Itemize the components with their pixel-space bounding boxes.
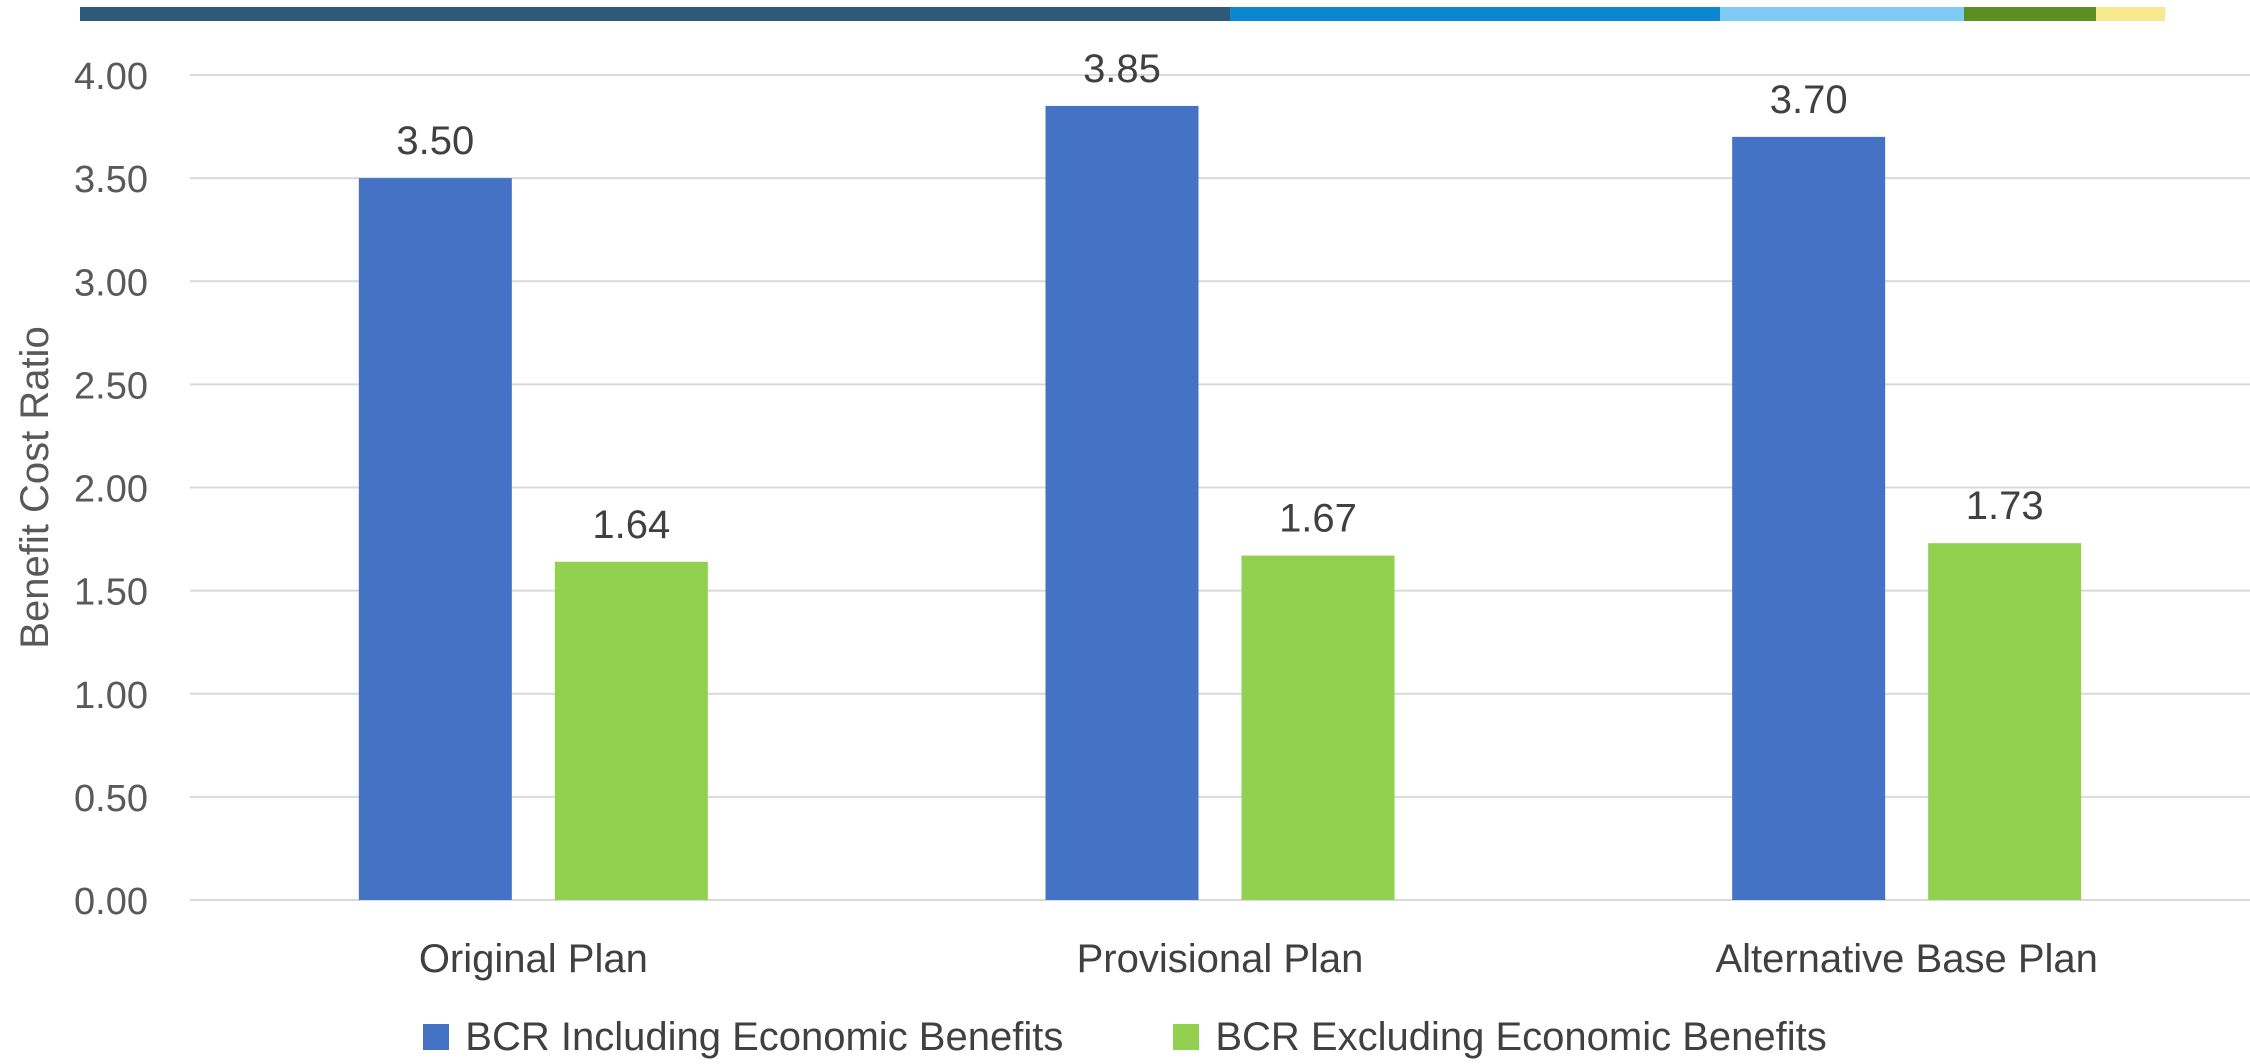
top-color-stripe [80, 7, 2165, 21]
category-label-0: Original Plan [419, 937, 648, 981]
legend: BCR Including Economic Benefits BCR Excl… [0, 1010, 2250, 1064]
data-label-excluding-0: 1.64 [592, 503, 670, 547]
bar-including-1 [1045, 105, 1199, 900]
data-label-excluding-2: 1.73 [1966, 484, 2044, 528]
stripe-segment-1 [1230, 7, 1720, 21]
legend-item-including: BCR Including Economic Benefits [423, 1015, 1063, 1060]
data-label-including-2: 3.70 [1770, 78, 1848, 122]
y-tick-label-5: 2.50 [74, 365, 148, 407]
stripe-segment-4 [2095, 7, 2165, 21]
y-tick-label-2: 1.00 [74, 675, 148, 717]
y-tick-label-1: 0.50 [74, 778, 148, 820]
bar-excluding-2 [1928, 543, 2082, 900]
y-tick-label-7: 3.50 [74, 159, 148, 201]
bar-including-0 [358, 178, 512, 900]
bar-excluding-0 [554, 561, 708, 900]
legend-swatch-including [423, 1024, 450, 1050]
y-tick-label-4: 2.00 [74, 469, 148, 511]
y-tick-label-6: 3.00 [74, 262, 148, 304]
y-tick-label-8: 4.00 [74, 56, 148, 98]
y-axis-title: Benefit Cost Ratio [13, 326, 57, 648]
legend-label-including: BCR Including Economic Benefits [465, 1014, 1064, 1059]
category-label-2: Alternative Base Plan [1715, 937, 2097, 981]
legend-swatch-excluding [1173, 1024, 1200, 1050]
y-tick-label-0: 0.00 [74, 881, 148, 923]
y-tick-label-3: 1.50 [74, 572, 148, 614]
stripe-segment-0 [80, 7, 1230, 21]
bar-excluding-1 [1241, 555, 1395, 900]
data-label-including-1: 3.85 [1083, 47, 1161, 91]
stripe-segment-3 [1964, 7, 2096, 21]
legend-label-excluding: BCR Excluding Economic Benefits [1215, 1014, 1827, 1059]
category-label-1: Provisional Plan [1077, 937, 1364, 981]
legend-item-excluding: BCR Excluding Economic Benefits [1173, 1014, 1827, 1060]
data-label-excluding-1: 1.67 [1279, 497, 1357, 541]
bar-including-2 [1732, 136, 1886, 900]
stripe-segment-2 [1720, 7, 1964, 21]
data-label-including-0: 3.50 [396, 119, 474, 163]
